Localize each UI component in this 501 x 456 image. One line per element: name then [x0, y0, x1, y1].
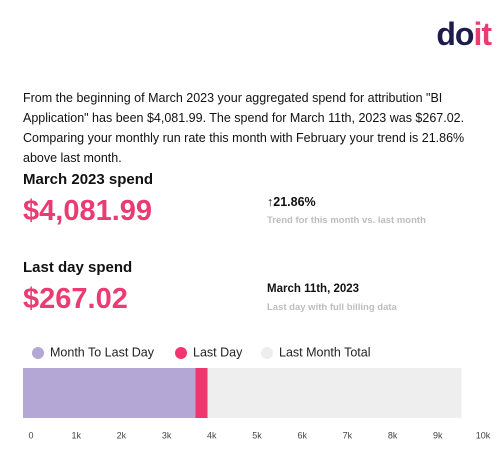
legend-label: Last Day	[193, 345, 243, 359]
x-tick-label: 9k	[433, 430, 443, 440]
logo-part: do	[436, 16, 474, 52]
intro-text: From the beginning of March 2023 your ag…	[23, 91, 465, 165]
x-tick-label: 3k	[162, 430, 172, 440]
section-title: Last day spend	[23, 259, 133, 276]
legend-label: Month To Last Day	[50, 345, 155, 359]
note: Last day with full billing data	[267, 302, 397, 313]
legend-swatch	[32, 347, 44, 359]
logo-part: it	[473, 16, 492, 52]
x-tick-label: 7k	[343, 430, 353, 440]
note: Trend for this month vs. last month	[267, 215, 426, 226]
x-tick-label: 6k	[297, 430, 307, 440]
x-tick-label: 10k	[476, 430, 491, 440]
x-tick-label: 8k	[388, 430, 398, 440]
logo: doit	[436, 16, 492, 53]
legend-label: Last Month Total	[279, 345, 371, 359]
bar-segment	[23, 368, 196, 418]
bar-segment	[195, 368, 208, 418]
x-tick-label: 1k	[71, 430, 81, 440]
date: March 11th, 2023	[267, 283, 360, 295]
x-tick-label: 4k	[207, 430, 217, 440]
legend-swatch	[175, 347, 187, 359]
trend: ↑21.86%	[267, 195, 316, 209]
legend-swatch	[261, 347, 273, 359]
section-title: March 2023 spend	[23, 171, 154, 188]
amount: $4,081.99	[23, 195, 153, 227]
amount: $267.02	[23, 283, 128, 315]
x-tick-label: 0	[28, 430, 33, 440]
x-tick-label: 2k	[117, 430, 127, 440]
x-tick-label: 5k	[252, 430, 262, 440]
